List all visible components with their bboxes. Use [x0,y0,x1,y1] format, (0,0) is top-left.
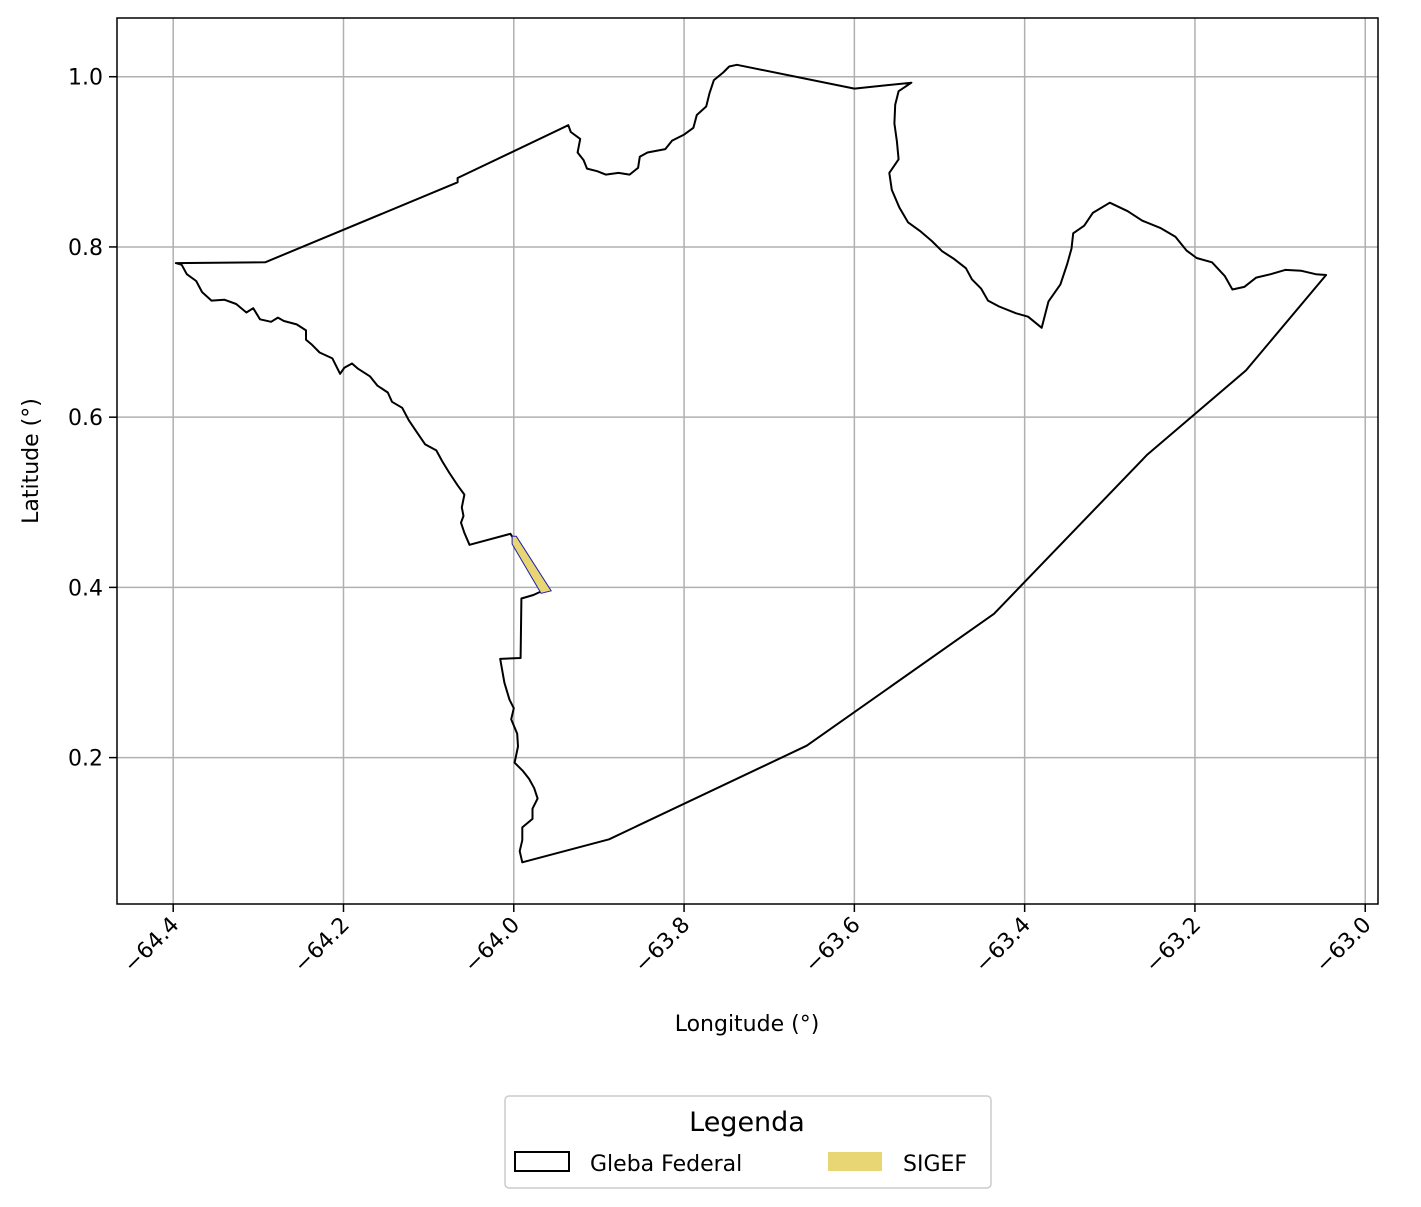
map-layers [174,63,1328,864]
legend-label-sigef: SIGEF [903,1152,967,1177]
x-tick-label: −64.4 [119,913,184,978]
legend-swatch-sigef [828,1152,882,1171]
legend-swatch-gleba-federal [514,1151,570,1172]
x-tick-label: −64.0 [460,913,525,978]
sigef-parcel [511,535,552,594]
y-tick-label: 0.6 [68,406,103,431]
x-tick-label: −63.0 [1311,913,1376,978]
y-tick-label: 1.0 [68,66,103,91]
y-tick-label: 0.8 [68,236,103,261]
legend-label-gleba-federal: Gleba Federal [590,1152,742,1177]
axes-frame [116,17,1379,905]
legend: Legenda Gleba Federal SIGEF [504,1095,992,1189]
y-tick-label: 0.2 [68,747,103,772]
x-tick-label: −63.2 [1141,913,1206,978]
x-tick-label: −63.4 [971,913,1036,978]
legend-title: Legenda [689,1107,805,1138]
gleba-federal-boundary [174,63,1328,864]
x-axis-label: Longitude (°) [675,1012,820,1037]
gridlines [117,18,1378,904]
y-axis-label: Latitude (°) [19,398,44,524]
x-tick-label: −64.2 [289,913,354,978]
y-axis-ticks: 0.2 0.4 0.6 0.8 1.0 [68,66,117,772]
y-tick-label: 0.4 [68,576,103,601]
x-tick-label: −63.8 [630,913,695,978]
x-axis-ticks: −64.4 −64.2 −64.0 −63.8 −63.6 −63.4 −63.2 −63.0 [119,904,1376,978]
x-tick-label: −63.6 [800,913,865,978]
